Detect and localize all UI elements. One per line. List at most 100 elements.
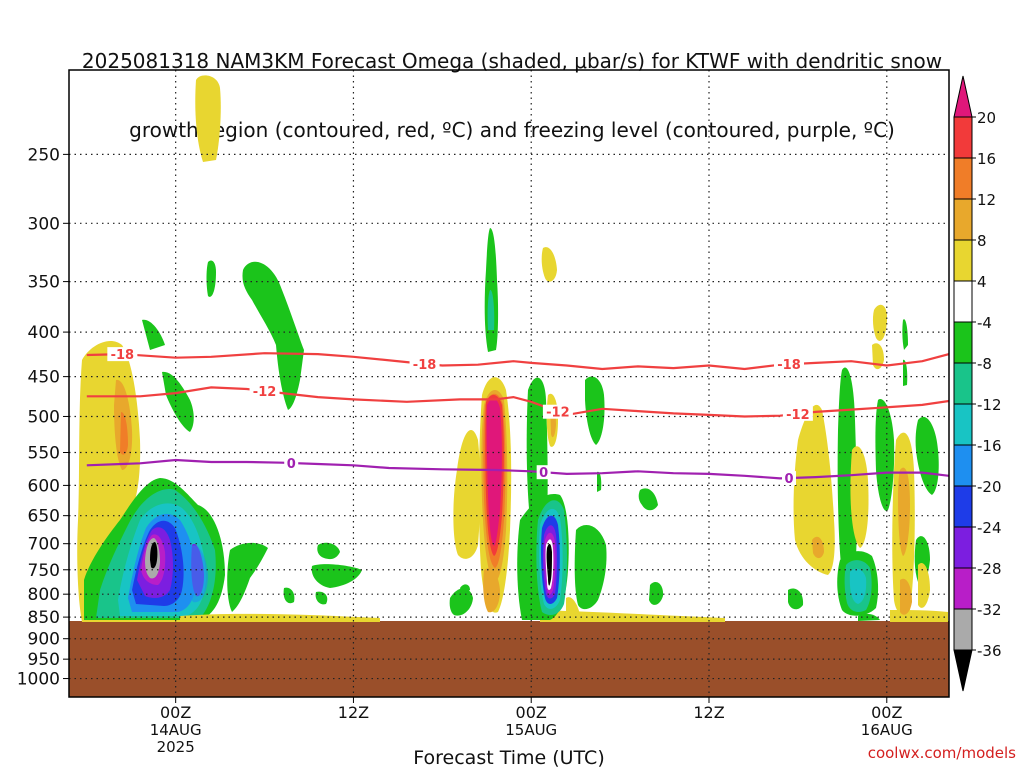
omega-shade-center-magenta [486, 398, 502, 546]
contour-label: -12 [546, 406, 570, 421]
colorbar: 20 16 12 8 4 -4 -8 -12 -16 -20 -24 -28 -32 -36 [953, 75, 1002, 692]
omega-shade-surface-strip [180, 613, 380, 622]
y-tick-label: 350 [28, 273, 60, 293]
omega-shade-right-yellow4 [872, 343, 884, 370]
y-tick-label: 300 [28, 214, 60, 234]
omega-shade-right-cyan-low [849, 568, 867, 604]
y-tick-label: 850 [28, 608, 60, 628]
y-tick-label: 500 [28, 407, 60, 427]
omega-shade-green-k [315, 591, 328, 605]
omega-shade-right-green-small [902, 319, 908, 350]
colorbar-bottom-arrow [953, 649, 973, 692]
colorbar-swatch [953, 403, 973, 446]
omega-shade-center-low [483, 568, 500, 613]
omega-shade-green-p [597, 471, 602, 492]
colorbar-label: 12 [977, 191, 996, 209]
omega-shade-center-right-green [526, 377, 548, 520]
omega-shade-center-yellow-left [453, 430, 481, 559]
omega-shade-right-green-tall [837, 367, 857, 574]
x-tick-label: 12Z [693, 703, 724, 722]
omega-shade-right-green-small2 [903, 359, 908, 386]
colorbar-label: 16 [977, 150, 996, 168]
omega-shade-right-yellow [793, 404, 835, 575]
x-tick-label: 2025 [157, 738, 195, 756]
colorbar-swatch [953, 239, 973, 282]
contour-label: -18 [111, 348, 135, 363]
omega-shade-left-darkorange [120, 412, 128, 455]
x-tick-label: 00Z [516, 703, 547, 722]
omega-shade-green-l [449, 588, 473, 616]
colorbar-swatch [953, 485, 973, 528]
omega-shade-green-d [206, 260, 216, 297]
omega-shade-right-orange-base [900, 578, 912, 615]
omega-shade-green-m [460, 584, 470, 594]
y-tick-label: 550 [28, 444, 60, 464]
chart-title-line-1: 2025081318 NAM3KM Forecast Omega (shaded… [81, 49, 943, 73]
contour-label-bg [782, 471, 796, 486]
omega-shade-right-yellow3 [872, 304, 888, 341]
colorbar-swatch [953, 321, 973, 364]
colorbar-swatch [953, 526, 973, 569]
omega-shade-center-right-black [546, 543, 552, 586]
colorbar-label: -32 [977, 601, 1002, 619]
site-credit: coolwx.com/models [867, 744, 1016, 762]
plot-frame [68, 69, 950, 698]
x-tick-label: 12Z [338, 703, 369, 722]
contour-label-bg [782, 406, 813, 421]
colorbar-top-arrow [953, 75, 973, 118]
contour-label-bg [774, 357, 804, 372]
colorbar-label: 8 [977, 232, 987, 250]
omega-shade-green-r [649, 582, 664, 605]
colorbar-label: -20 [977, 478, 1002, 496]
chart-title-line-2: growth region (contoured, red, ºC) and f… [129, 118, 895, 142]
x-axis-label: Forecast Time (UTC) [413, 747, 604, 768]
colorbar-label: -24 [977, 519, 1002, 537]
contour-label-bg [107, 347, 138, 362]
contour-label: -12 [253, 385, 277, 400]
omega-shade-green-g [227, 542, 268, 612]
colorbar-label: 20 [977, 109, 996, 127]
omega-shade-green-c [162, 371, 194, 432]
y-axis: 2503003504004505005506006507007508008509… [17, 145, 69, 690]
x-tick-label: 00Z [160, 703, 191, 722]
x-tick-label: 00Z [871, 703, 902, 722]
colorbar-swatch [953, 362, 973, 405]
contour-labels: -18 -18 -18 -12 -12 -12 0 0 0 [107, 347, 813, 487]
y-tick-label: 400 [28, 323, 60, 343]
y-tick-label: 900 [28, 630, 60, 650]
colorbar-label: -8 [977, 355, 992, 373]
contour-label-bg [284, 456, 299, 471]
contour-label: 0 [287, 457, 296, 472]
y-tick-label: 250 [28, 145, 60, 165]
y-tick-label: 800 [28, 585, 60, 605]
y-tick-label: 1000 [17, 670, 60, 690]
omega-shade-green-b [142, 319, 165, 350]
omega-shading [69, 75, 949, 697]
y-tick-label: 950 [28, 650, 60, 670]
omega-shade-green-a [242, 261, 304, 410]
colorbar-label: -16 [977, 437, 1002, 455]
x-tick-label: 15AUG [505, 721, 557, 739]
contour-label: -18 [777, 358, 801, 373]
omega-shade-right-orange-col [898, 467, 910, 556]
colorbar-swatch [953, 198, 973, 241]
contour-label-bg [536, 465, 551, 480]
omega-shade-green-j [311, 564, 362, 588]
omega-shade-right-yellow2 [850, 446, 869, 548]
colorbar-swatch [953, 116, 973, 159]
omega-shade-green-h [283, 587, 295, 604]
y-tick-label: 650 [28, 507, 60, 527]
x-tick-label: 14AUG [150, 721, 202, 739]
colorbar-label: 4 [977, 273, 987, 291]
omega-shade-upper-yellow [195, 75, 221, 162]
omega-shade-yellow-f [541, 247, 557, 282]
contour-label: -18 [413, 358, 437, 373]
colorbar-label: -36 [977, 642, 1002, 660]
omega-shade-left-black [150, 542, 158, 569]
contour-line [86, 386, 949, 418]
omega-shade-right-green-b [875, 399, 895, 511]
omega-shade-green-e [484, 228, 499, 352]
contour-label: 0 [539, 466, 548, 481]
